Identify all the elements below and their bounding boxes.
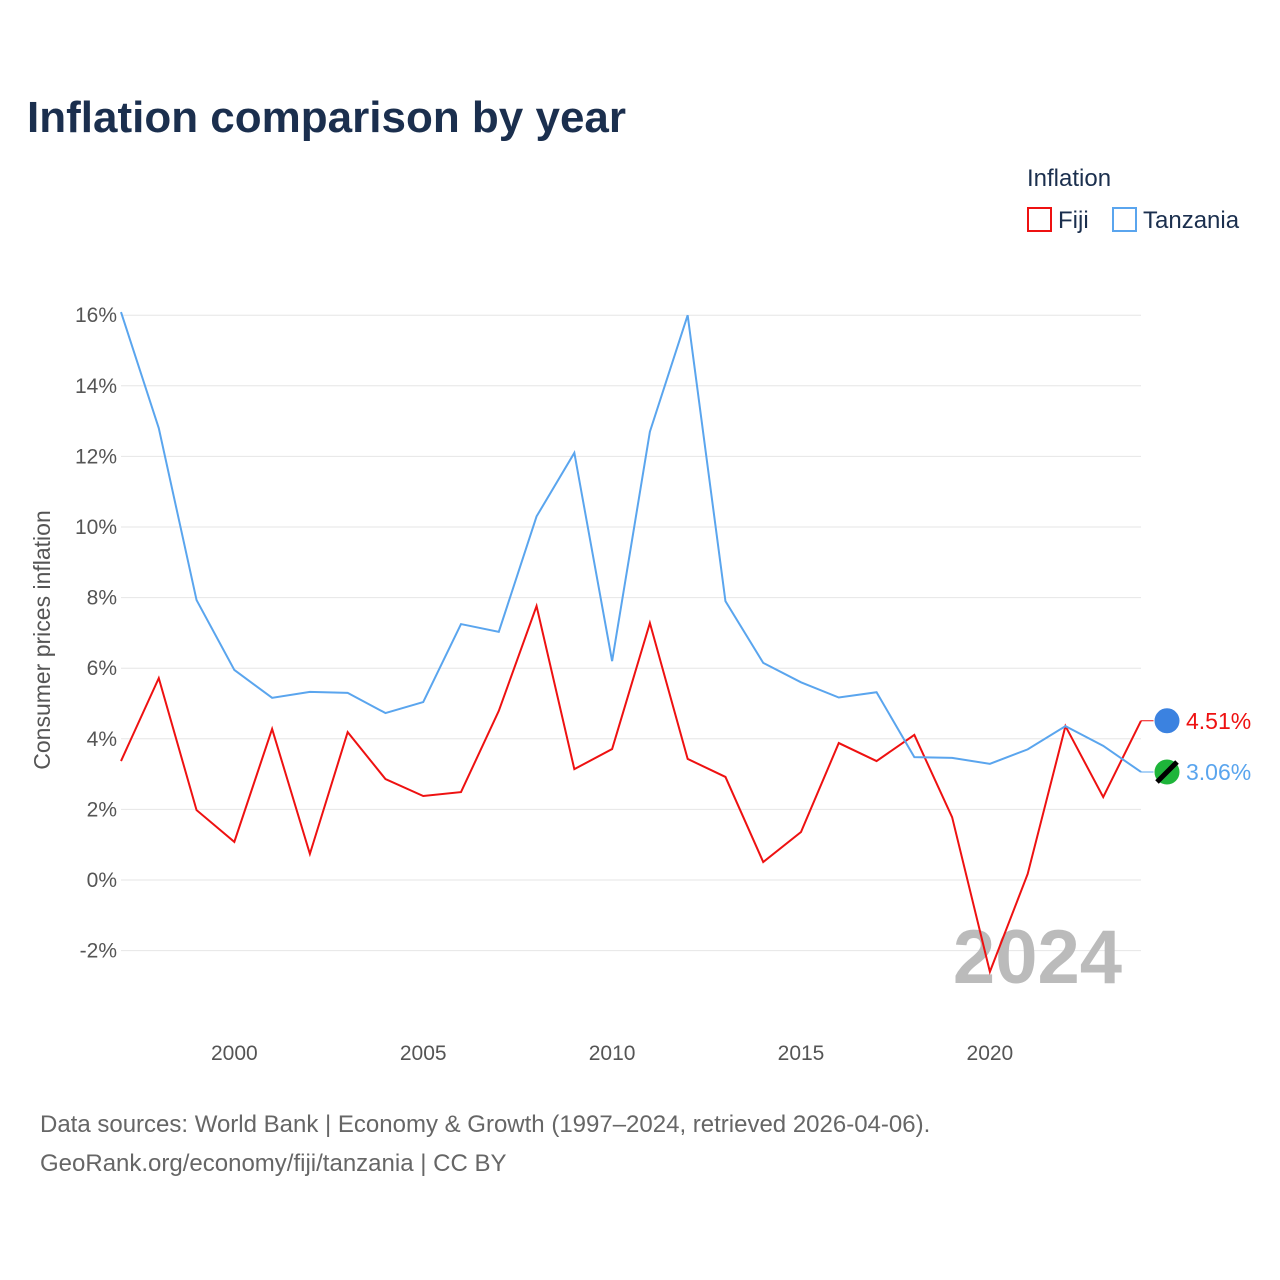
y-tick-label: 2% [87,798,117,821]
fiji-flag-icon [1153,707,1181,735]
legend-label-tanzania[interactable]: Tanzania [1143,207,1240,234]
y-tick-label: 12% [75,445,117,468]
y-tick-label: 14% [75,375,117,398]
year-watermark: 2024 [953,915,1122,1000]
legend-swatch-fiji[interactable] [1027,207,1052,232]
legend-title: Inflation [1027,165,1111,192]
legend-swatch-tanzania[interactable] [1112,207,1137,232]
legend-label-fiji[interactable]: Fiji [1058,207,1089,234]
y-tick-label: 10% [75,516,117,539]
y-tick-label: 8% [87,587,117,610]
series-line-tanzania [120,311,1142,773]
y-tick-label: -2% [80,940,117,963]
series-line-fiji [120,602,1142,976]
x-tick-label: 2010 [589,1042,636,1065]
x-tick-label: 2005 [400,1042,447,1065]
y-tick-label: 6% [87,657,117,680]
x-tick-label: 2000 [211,1042,258,1065]
x-tick-label: 2020 [967,1042,1014,1065]
x-tick-label: 2015 [778,1042,825,1065]
chart-title: Inflation comparison by year [27,93,626,142]
y-tick-label: 4% [87,728,117,751]
legend: Fiji Tanzania [1027,207,1240,234]
y-tick-label: 16% [75,304,117,327]
gridlines: -2% 0% 2% 4% 6% 8% 10% 12% 14% 16% 2000 2005 2010 201… [75,304,1141,1065]
series-lines: 4.51% 3.06% [120,311,1251,976]
end-label-tanzania: 3.06% [1186,759,1251,785]
y-axis-label: Consumer prices inflation [29,510,55,770]
flag-stripe [1155,760,1179,784]
source-url[interactable]: GeoRank.org/economy/fiji/tanzania | CC B… [40,1150,506,1177]
end-label-fiji: 4.51% [1186,708,1251,734]
source-line: Data sources: World Bank | Economy & Gro… [40,1111,930,1138]
y-tick-label: 0% [87,869,117,892]
